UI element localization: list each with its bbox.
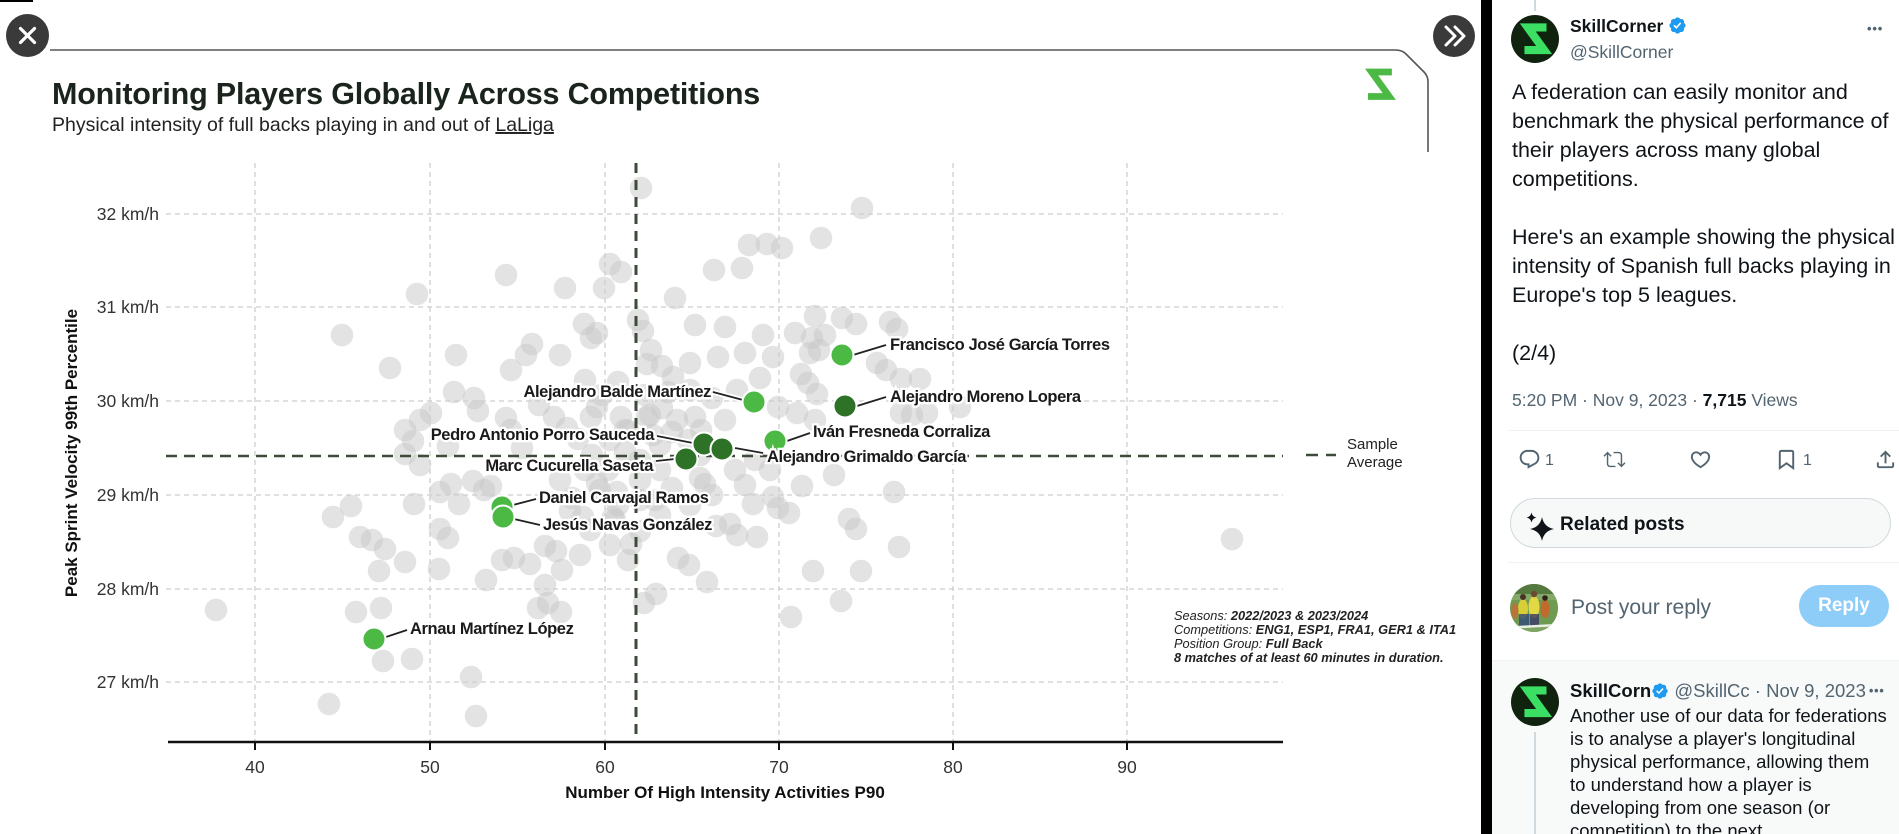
svg-text:29 km/h: 29 km/h bbox=[97, 485, 159, 505]
svg-text:Competitions: ENG1, ESP1, FRA1: Competitions: ENG1, ESP1, FRA1, GER1 & I… bbox=[1174, 622, 1456, 637]
svg-text:Peak Sprint Velocity 99th Perc: Peak Sprint Velocity 99th Percentile bbox=[62, 309, 81, 597]
svg-text:Pedro Antonio Porro Sauceda: Pedro Antonio Porro Sauceda bbox=[431, 426, 656, 444]
svg-text:Alejandro Moreno Lopera: Alejandro Moreno Lopera bbox=[890, 388, 1082, 406]
svg-text:27 km/h: 27 km/h bbox=[97, 672, 159, 692]
svg-text:Monitoring Players Globally Ac: Monitoring Players Globally Across Compe… bbox=[52, 77, 760, 111]
svg-text:Alejandro Balde Martínez: Alejandro Balde Martínez bbox=[523, 383, 711, 401]
svg-text:8 matches of at least 60 minut: 8 matches of at least 60 minutes in dura… bbox=[1174, 650, 1444, 665]
svg-text:Arnau Martínez López: Arnau Martínez López bbox=[410, 620, 574, 638]
svg-text:Seasons: 2022/2023 & 2023/2024: Seasons: 2022/2023 & 2023/2024 bbox=[1174, 608, 1368, 623]
svg-text:60: 60 bbox=[595, 757, 615, 777]
svg-text:Alejandro Grimaldo García: Alejandro Grimaldo García bbox=[767, 448, 967, 466]
svg-text:80: 80 bbox=[943, 757, 963, 777]
svg-text:Iván Fresneda Corraliza: Iván Fresneda Corraliza bbox=[813, 423, 991, 441]
svg-text:30 km/h: 30 km/h bbox=[97, 391, 159, 411]
svg-text:Average: Average bbox=[1347, 454, 1403, 471]
svg-text:Physical intensity of full bac: Physical intensity of full backs playing… bbox=[52, 114, 554, 136]
svg-text:31 km/h: 31 km/h bbox=[97, 297, 159, 317]
svg-text:Jesús Navas González: Jesús Navas González bbox=[543, 516, 712, 534]
svg-text:70: 70 bbox=[769, 757, 789, 777]
svg-text:40: 40 bbox=[245, 757, 265, 777]
svg-text:Marc Cucurella Saseta: Marc Cucurella Saseta bbox=[485, 457, 654, 475]
svg-text:Number Of High Intensity Activ: Number Of High Intensity Activities P90 bbox=[565, 783, 885, 802]
svg-text:28 km/h: 28 km/h bbox=[97, 579, 159, 599]
svg-text:90: 90 bbox=[1117, 757, 1137, 777]
svg-text:32 km/h: 32 km/h bbox=[97, 204, 159, 224]
svg-text:Francisco José García Torres: Francisco José García Torres bbox=[890, 336, 1110, 354]
svg-text:Sample: Sample bbox=[1347, 436, 1398, 453]
svg-text:50: 50 bbox=[420, 757, 440, 777]
svg-text:Daniel Carvajal Ramos: Daniel Carvajal Ramos bbox=[539, 489, 709, 507]
svg-text:Position Group: Full Back: Position Group: Full Back bbox=[1174, 636, 1324, 651]
